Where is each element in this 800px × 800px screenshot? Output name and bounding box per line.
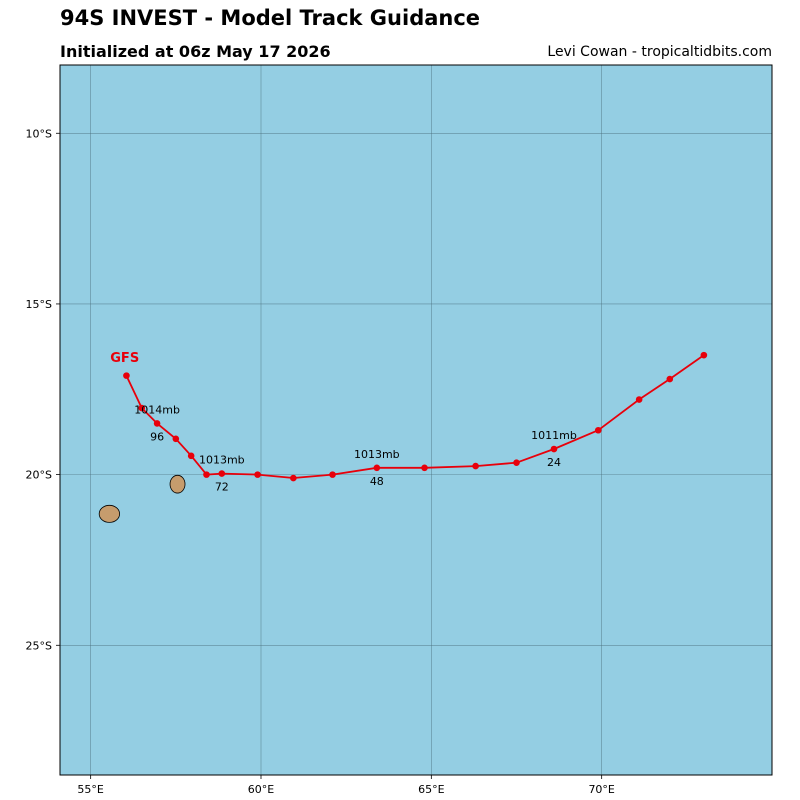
forecast-hour-label: 96 [150, 430, 164, 443]
gfs-track-point [635, 396, 643, 403]
lon-tick-label: 60°E [248, 783, 274, 796]
ocean-background [60, 65, 772, 775]
gfs-track-point [700, 351, 708, 359]
gfs-track-point [254, 471, 261, 478]
lat-tick-label: 20°S [26, 469, 52, 482]
pressure-label: 1011mb [531, 429, 577, 442]
gfs-track-point [172, 435, 180, 443]
author-credit: Levi Cowan - tropicaltidbits.com [547, 44, 772, 60]
pressure-label: 1014mb [134, 403, 180, 416]
forecast-hour-label: 72 [215, 481, 229, 494]
gfs-track-point [203, 471, 210, 478]
gfs-track-point [550, 445, 558, 453]
lon-tick-label: 55°E [77, 783, 103, 796]
pressure-label: 1013mb [354, 448, 400, 461]
forecast-hour-label: 24 [547, 456, 561, 469]
lat-tick-label: 10°S [26, 127, 52, 140]
gfs-track-point [187, 452, 195, 460]
gfs-track-point [218, 470, 226, 477]
init-time-subtitle: Initialized at 06z May 17 2026 [60, 42, 331, 61]
gfs-track-point [153, 420, 161, 427]
gfs-track-point [373, 464, 381, 472]
gfs-track-point [421, 464, 428, 472]
lon-tick-label: 70°E [588, 783, 614, 796]
map-frame [59, 64, 773, 776]
reunion-island [98, 504, 121, 523]
gfs-track-point [329, 471, 336, 478]
lon-tick-label: 65°E [418, 783, 444, 796]
chart-title: 94S INVEST - Model Track Guidance [60, 6, 481, 30]
gfs-track-point [666, 375, 674, 383]
pressure-label: 1013mb [199, 454, 245, 467]
gfs-track-point [472, 462, 479, 470]
gfs-track-point [290, 474, 297, 482]
gfs-track-point [138, 404, 146, 412]
forecast-hour-label: 48 [370, 475, 384, 488]
model-label-gfs: GFS [110, 351, 139, 366]
lat-tick-label: 15°S [26, 298, 52, 311]
gfs-track-point [594, 426, 602, 434]
gfs-track-point [513, 459, 520, 466]
gfs-track-point [123, 372, 130, 379]
mauritius-island [169, 474, 186, 494]
lat-tick-label: 25°S [26, 639, 52, 652]
